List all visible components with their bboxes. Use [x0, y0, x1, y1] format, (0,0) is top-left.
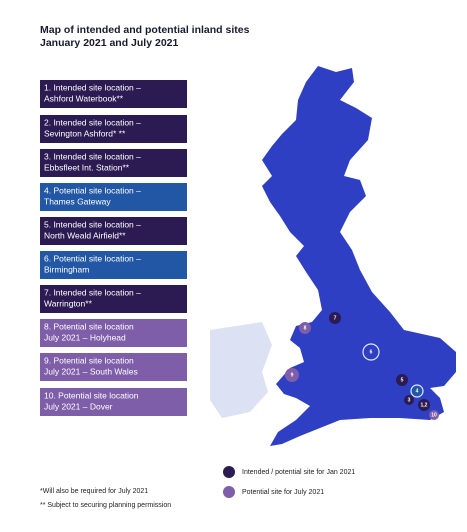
footnote: ** Subject to securing planning permissi…	[40, 502, 171, 509]
site-box	[40, 149, 187, 177]
marker-label: 10	[431, 412, 437, 418]
site-marker	[329, 312, 341, 324]
marker-label: 7	[334, 315, 337, 321]
legend-dot	[223, 486, 235, 498]
site-label: July 2021 – South Wales	[44, 366, 138, 376]
site-box	[40, 217, 187, 245]
title-line: Map of intended and potential inland sit…	[40, 24, 250, 36]
site-label: 10. Potential site location	[44, 390, 139, 400]
site-label: 9. Potential site location	[44, 355, 134, 365]
site-label: Ashford Waterbook**	[44, 93, 124, 103]
map-great-britain	[262, 66, 456, 446]
site-marker	[418, 399, 430, 411]
map-ireland	[210, 322, 272, 418]
site-label: 7. Intended site location –	[44, 287, 141, 297]
site-box	[40, 285, 187, 313]
site-marker	[285, 368, 299, 382]
site-label: Birmingham	[44, 264, 89, 274]
site-marker	[362, 343, 380, 361]
site-label: 3. Intended site location –	[44, 151, 141, 161]
site-box	[40, 80, 187, 108]
marker-label: 1,2	[421, 402, 428, 408]
legend-label: Intended / potential site for Jan 2021	[242, 469, 355, 476]
site-label: July 2021 – Holyhead	[44, 332, 126, 342]
marker-label: 3	[408, 397, 411, 403]
site-label: Warrington**	[44, 298, 93, 308]
site-box	[40, 319, 187, 347]
site-marker	[404, 395, 414, 405]
marker-label: 5	[401, 377, 404, 383]
site-label: Ebbsfleet Int. Station**	[44, 162, 130, 172]
site-box	[40, 115, 187, 143]
site-label: 2. Intended site location –	[44, 117, 141, 127]
site-label: 6. Potential site location –	[44, 253, 141, 263]
site-box	[40, 353, 187, 381]
site-marker	[299, 322, 311, 334]
title-line: January 2021 and July 2021	[40, 37, 178, 49]
site-label: 5. Intended site location –	[44, 219, 141, 229]
legend-label: Potential site for July 2021	[242, 489, 324, 496]
footnote: *Will also be required for July 2021	[40, 488, 148, 495]
marker-label: 6	[370, 349, 373, 355]
marker-label: 9	[291, 372, 294, 378]
site-marker	[396, 374, 408, 386]
site-label: Sevington Ashford* **	[44, 128, 126, 138]
site-label: 4. Potential site location –	[44, 185, 141, 195]
site-box	[40, 388, 187, 416]
marker-label: 4	[416, 388, 419, 394]
site-marker	[410, 384, 424, 398]
site-label: Thames Gateway	[44, 196, 111, 206]
site-label: North Weald Airfield**	[44, 230, 126, 240]
site-marker	[429, 410, 439, 420]
site-box	[40, 251, 187, 279]
site-label: 1. Intended site location –	[44, 82, 141, 92]
site-box	[40, 183, 187, 211]
site-label: July 2021 – Dover	[44, 401, 113, 411]
site-label: 8. Potential site location	[44, 321, 134, 331]
legend-dot	[223, 466, 235, 478]
marker-label: 8	[304, 325, 307, 331]
